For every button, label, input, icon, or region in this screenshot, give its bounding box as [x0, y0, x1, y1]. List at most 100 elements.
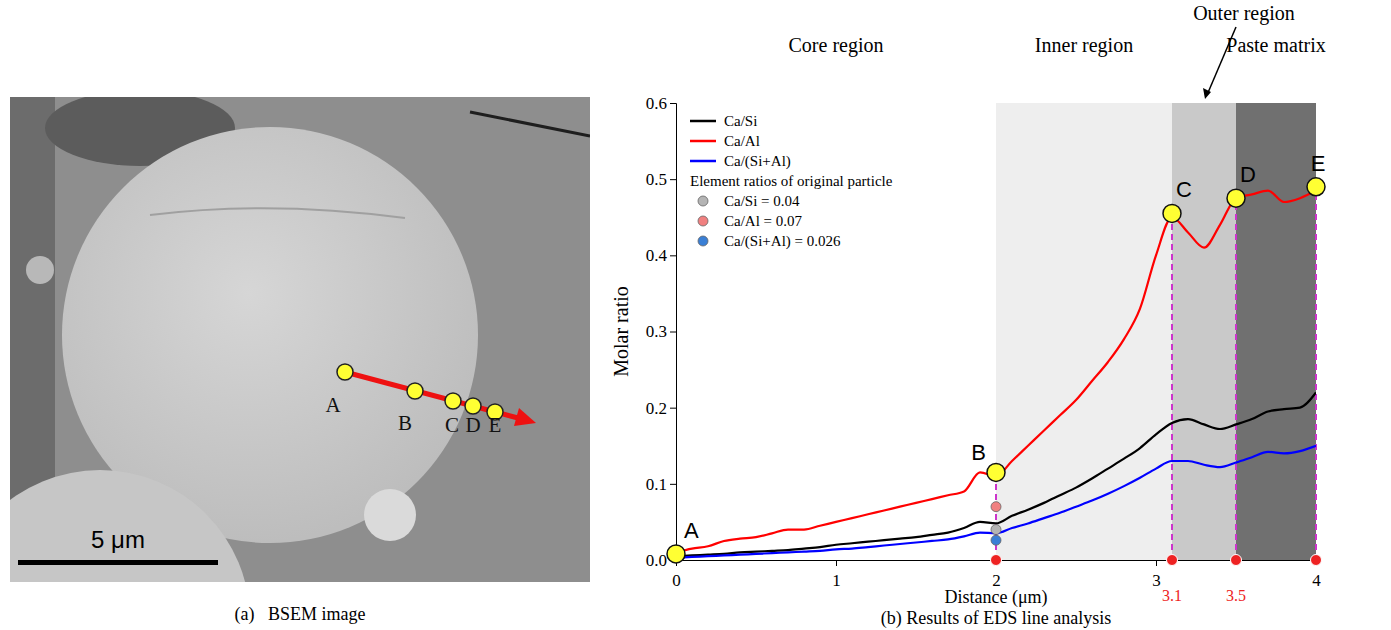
marker-label: D	[1240, 162, 1256, 187]
x-tick-label: 0	[672, 571, 681, 590]
region-band	[1236, 103, 1316, 560]
scan-point-label: D	[465, 413, 480, 437]
y-axis-title: Molar ratio	[610, 286, 632, 377]
scan-point-label: C	[445, 413, 459, 437]
region-label: Inner region	[1035, 34, 1133, 57]
boundary-dot	[1167, 555, 1178, 566]
marker-label: C	[1176, 177, 1192, 202]
series-lines	[676, 191, 1316, 558]
series-line	[676, 191, 1316, 553]
series-line	[676, 446, 1316, 558]
y-tick: 0.3	[646, 322, 676, 341]
small-grain	[26, 256, 54, 284]
legend: Ca/SiCa/AlCa/(Si+Al)Element ratios of or…	[690, 113, 893, 250]
boundary-label: 3.1	[1162, 587, 1182, 604]
neighbour-particle	[10, 470, 250, 582]
marker-label: B	[971, 440, 986, 465]
region-band	[676, 103, 996, 560]
bsem-image	[10, 97, 590, 582]
marker-point	[667, 545, 685, 563]
y-tick-mark	[670, 255, 676, 256]
y-tick-label: 0.5	[646, 170, 667, 189]
boundary-label: 3.5	[1226, 587, 1246, 604]
scan-point	[337, 364, 353, 380]
image-panel: A B CDE 5 μm (a) BSEM image	[0, 90, 590, 630]
x-tick: 0	[672, 560, 681, 590]
y-tick-label: 0.0	[646, 551, 667, 570]
legend-swatch	[690, 120, 716, 123]
scan-point	[465, 398, 481, 414]
y-tick-label: 0.1	[646, 475, 667, 494]
marker-label: E	[1311, 151, 1326, 176]
region-band	[996, 103, 1172, 560]
original-particle	[991, 502, 1001, 546]
scan-point	[407, 383, 423, 399]
legend-swatch	[698, 216, 708, 226]
chart-panel: Core region Inner region Outer region Paste…	[610, 2, 1326, 629]
boundary-dot	[1311, 555, 1322, 566]
legend-swatch	[690, 160, 716, 163]
y-tick-label: 0.4	[646, 246, 668, 265]
region-label: Outer region	[1193, 2, 1295, 25]
x-tick-label: 1	[832, 571, 841, 590]
x-tick-mark	[1156, 560, 1157, 566]
boundary-dot	[1231, 555, 1242, 566]
boundary-line	[1235, 198, 1237, 560]
y-tick: 0.1	[646, 475, 676, 494]
scan-point-label: A	[325, 393, 341, 417]
x-tick: 3	[1152, 560, 1161, 590]
crack	[150, 208, 405, 218]
y-tick-label: 0.6	[646, 94, 667, 113]
legend-label: Ca/Al = 0.07	[724, 213, 803, 229]
boundary-line	[1315, 187, 1317, 560]
marker-label: A	[684, 518, 699, 543]
x-tick: 1	[832, 560, 841, 590]
scan-point	[445, 393, 461, 409]
boundary-line	[995, 472, 997, 560]
region-arrowhead	[1203, 88, 1211, 99]
x-tick-label: 3	[1152, 571, 1161, 590]
original-particle-dot	[991, 502, 1001, 512]
boundary-line	[1171, 213, 1173, 560]
bright-grain	[364, 489, 416, 541]
legend-label: Ca/Si	[724, 113, 757, 129]
panel-caption: (a) BSEM image	[235, 604, 366, 625]
scan-arrowhead	[514, 408, 536, 426]
legend-label: Ca/(Si+Al)	[724, 153, 791, 170]
y-tick-label: 0.3	[646, 322, 667, 341]
scan-point-label: E	[489, 413, 502, 437]
marker-point	[1307, 178, 1325, 196]
x-tick-label: 4	[1312, 571, 1321, 590]
region-label: Paste matrix	[1226, 34, 1325, 56]
legend-swatch	[698, 196, 708, 206]
legend-label: Ca/Si = 0.04	[724, 193, 800, 209]
scale-bar-label: 5 μm	[91, 526, 145, 553]
region-band	[1172, 103, 1236, 560]
markers: A B C D E	[667, 151, 1325, 563]
y-tick: 0.4	[646, 246, 676, 265]
scan-point-label: B	[398, 411, 412, 435]
y-tick-mark	[670, 408, 676, 409]
x-tick-mark	[836, 560, 837, 566]
region-label: Core region	[789, 34, 884, 57]
y-tick-mark	[670, 484, 676, 485]
y-tick-mark	[670, 103, 676, 104]
scale-bar	[18, 560, 218, 565]
series-line	[676, 392, 1316, 556]
legend-label: Ca/(Si+Al) = 0.026	[724, 233, 841, 250]
original-particle-dot	[991, 525, 1001, 535]
legend-label: Ca/Al	[724, 133, 760, 149]
boundaries: 3.1 3.5	[991, 555, 1322, 605]
legend-swatch	[690, 140, 716, 143]
panel-caption: (b) Results of EDS line analysis	[881, 608, 1111, 629]
marker-point	[987, 463, 1005, 481]
regions	[676, 103, 1316, 560]
y-tick: 0.2	[646, 399, 676, 418]
axis-line	[670, 104, 677, 561]
legend-swatch	[698, 236, 708, 246]
y-tick-mark	[670, 179, 676, 180]
x-axis-title: Distance (μm)	[944, 587, 1047, 608]
boundary-dot	[991, 555, 1002, 566]
marker-point	[1163, 204, 1181, 222]
dark-crack	[470, 112, 590, 136]
